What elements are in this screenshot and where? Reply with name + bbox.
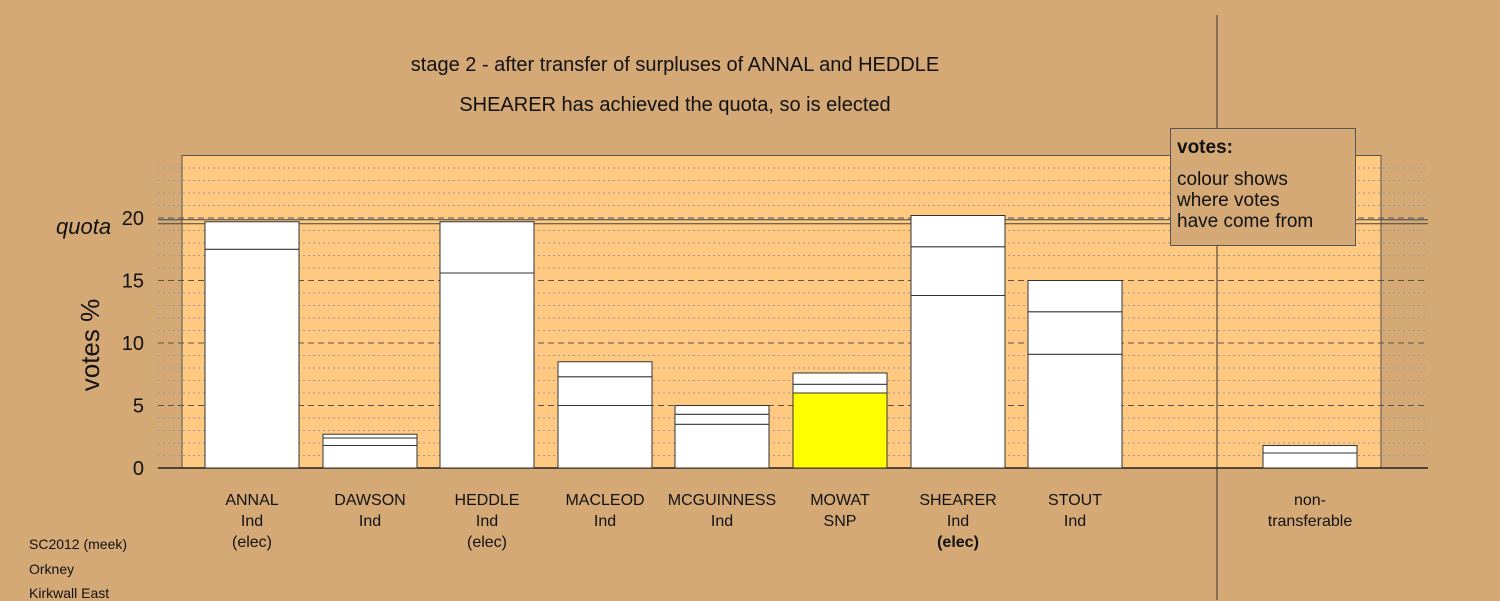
bar-segment <box>910 215 1006 248</box>
candidate-label-nontransferable: non- transferable <box>1251 490 1369 532</box>
bar-segment <box>674 423 770 469</box>
candidate-party: Ind <box>1063 513 1087 530</box>
candidate-name: MCGUINNESS <box>667 492 777 509</box>
candidate-label-stout: STOUT Ind <box>1016 490 1134 532</box>
bar-segment <box>674 413 770 425</box>
candidate-name: SHEARER <box>919 492 997 509</box>
footer-election: SC2012 (meek) <box>29 536 128 552</box>
chart-subtitle: SHEARER has achieved the quota, so is el… <box>459 94 891 116</box>
legend-line: have come from <box>1177 211 1314 232</box>
candidate-party: SNP <box>823 513 857 530</box>
footer-council: Orkney <box>29 561 75 577</box>
candidate-party: Ind <box>946 513 970 530</box>
candidate-name: STOUT <box>1048 492 1102 509</box>
bar-segment <box>439 221 535 274</box>
bar-segment <box>792 392 888 469</box>
candidate-label-heddle: HEDDLE Ind (elec) <box>428 490 546 553</box>
candidate-party: Ind <box>240 513 264 530</box>
candidate-name: ANNAL <box>225 492 279 509</box>
candidate-label-mowat: MOWAT SNP <box>781 490 899 532</box>
bar-segment <box>1027 311 1123 355</box>
bar-segment <box>1262 445 1358 454</box>
y-tick-label: 5 <box>133 396 144 418</box>
y-tick-label: 15 <box>122 271 144 293</box>
y-axis-label: votes % <box>75 299 105 392</box>
bar-segment <box>557 361 653 378</box>
candidate-status: (elec) <box>466 534 507 551</box>
candidate-status: (elec) <box>231 534 272 551</box>
candidate-name: MACLEOD <box>565 492 645 509</box>
candidate-name: HEDDLE <box>454 492 520 509</box>
candidate-label-dawson: DAWSON Ind <box>311 490 429 532</box>
legend-heading: votes: <box>1177 137 1233 158</box>
bar-segment <box>1027 353 1123 469</box>
bar-segment <box>204 248 300 469</box>
candidate-label-macleod: MACLEOD Ind <box>546 490 664 532</box>
bar-segment <box>439 272 535 469</box>
candidate-label-mcguinness: MCGUINNESS Ind <box>663 490 781 532</box>
candidate-label-annal: ANNAL Ind (elec) <box>193 490 311 553</box>
footer-ward: Kirkwall East <box>29 585 110 601</box>
legend-line: colour shows <box>1177 169 1288 190</box>
candidate-name: MOWAT <box>810 492 870 509</box>
candidate-party: Ind <box>475 513 499 530</box>
candidate-party: Ind <box>710 513 734 530</box>
candidate-party: Ind <box>358 513 382 530</box>
bar-segment <box>792 383 888 394</box>
bar-segment <box>1262 452 1358 469</box>
y-tick-label: 10 <box>122 333 144 355</box>
bar-segment <box>674 405 770 415</box>
bar-segment <box>557 376 653 406</box>
chart-title: stage 2 - after transfer of surpluses of… <box>410 54 940 76</box>
bar-segment <box>1027 280 1123 313</box>
bar-segment <box>204 221 300 250</box>
candidate-name: DAWSON <box>334 492 406 509</box>
y-tick-label: 20 <box>122 208 144 230</box>
bar-segment <box>557 405 653 469</box>
nontransferable-line: transferable <box>1267 513 1353 530</box>
candidate-status: (elec) <box>937 534 979 551</box>
nontransferable-line: non- <box>1293 492 1327 509</box>
y-tick-label: 0 <box>133 458 144 480</box>
candidate-label-shearer: SHEARER Ind (elec) <box>899 490 1017 553</box>
legend-box: votes: colour shows where votes have com… <box>1170 128 1356 246</box>
legend-line: where votes <box>1177 190 1280 211</box>
candidate-party: Ind <box>593 513 617 530</box>
bar-segment <box>322 437 418 446</box>
bar-segment <box>910 246 1006 296</box>
quota-label: quota <box>56 214 111 239</box>
bar-segment <box>322 445 418 469</box>
bar-segment <box>910 295 1006 469</box>
bar-segment <box>792 372 888 385</box>
bar-segment <box>322 433 418 439</box>
